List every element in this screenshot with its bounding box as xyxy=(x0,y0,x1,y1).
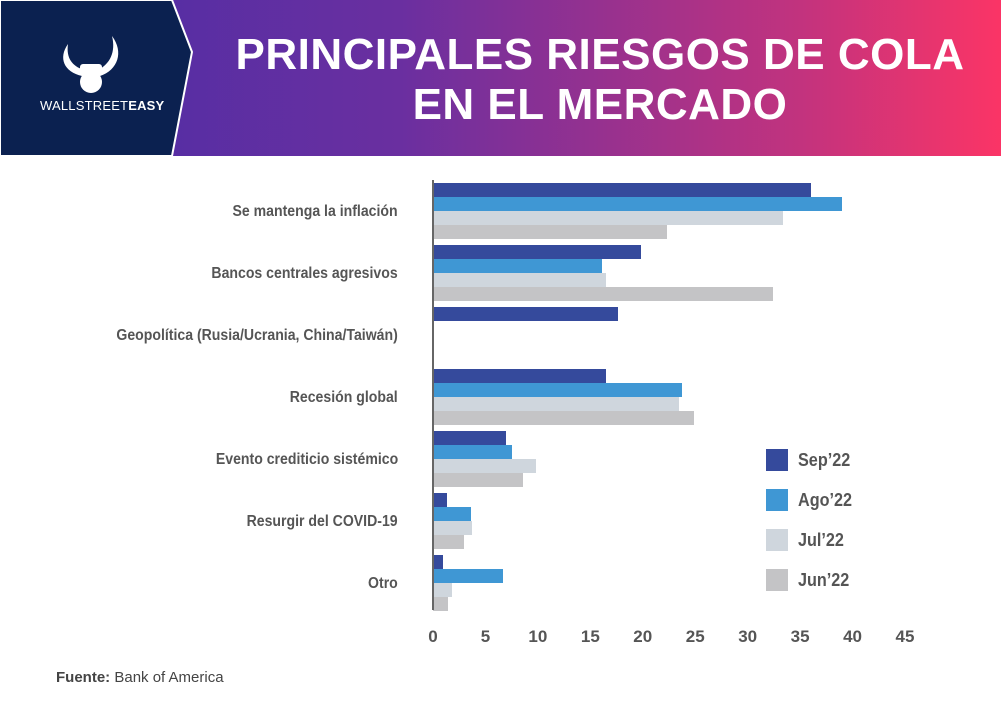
bar-0-6 xyxy=(433,555,444,569)
bar-2-6 xyxy=(433,583,452,597)
bar-2-5 xyxy=(433,521,472,535)
category-label: Geopolítica (Rusia/Ucrania, China/Taiwán… xyxy=(116,327,398,344)
bar-2-4 xyxy=(433,459,536,473)
bar-2-1 xyxy=(433,273,607,287)
bull-fist-logo-icon xyxy=(63,36,119,93)
legend-label: Sep’22 xyxy=(798,449,851,470)
x-tick-label: 35 xyxy=(790,627,810,646)
legend-label: Jul’22 xyxy=(798,529,844,550)
bar-1-5 xyxy=(433,507,471,521)
category-label: Bancos centrales agresivos xyxy=(211,265,398,282)
bar-3-6 xyxy=(433,597,448,611)
bar-3-0 xyxy=(433,225,667,239)
logo-text: WALLSTREETEASY xyxy=(40,98,165,113)
bar-2-0 xyxy=(433,211,784,225)
bar-3-3 xyxy=(433,411,695,425)
y-axis-line xyxy=(432,180,434,610)
legend-swatch xyxy=(766,489,788,511)
x-tick-label: 25 xyxy=(685,627,705,646)
legend-item: Jun’22 xyxy=(766,569,855,591)
logo-panel xyxy=(0,0,194,156)
category-label: Recesión global xyxy=(290,389,398,406)
bar-0-2 xyxy=(433,307,618,321)
category-label: Se mantenga la inflación xyxy=(232,203,398,220)
bar-0-0 xyxy=(433,183,811,197)
legend-label: Jun’22 xyxy=(798,569,850,590)
bar-3-5 xyxy=(433,535,465,549)
legend-item: Jul’22 xyxy=(766,529,849,551)
bar-0-5 xyxy=(433,493,447,507)
bar-1-1 xyxy=(433,259,602,273)
page-title: PRINCIPALES RIESGOS DE COLA EN EL MERCADO xyxy=(235,30,965,129)
x-tick-label: 0 xyxy=(428,627,438,646)
bar-1-6 xyxy=(433,569,504,583)
x-tick-label: 10 xyxy=(528,627,548,646)
header-banner: WALLSTREETEASY PRINCIPALES RIESGOS DE CO… xyxy=(0,0,1001,156)
bar-0-3 xyxy=(433,369,607,383)
category-label: Evento crediticio sistémico xyxy=(215,451,398,468)
x-tick-label: 5 xyxy=(480,627,491,646)
legend-swatch xyxy=(766,449,788,471)
x-tick-label: 15 xyxy=(580,627,600,646)
legend-swatch xyxy=(766,529,788,551)
x-tick-label: 40 xyxy=(843,627,863,646)
x-tick-label: 20 xyxy=(633,627,653,646)
legend-label: Ago’22 xyxy=(798,489,853,510)
bar-3-1 xyxy=(433,287,773,301)
legend-swatch xyxy=(766,569,788,591)
bar-3-4 xyxy=(433,473,524,487)
bar-0-1 xyxy=(433,245,641,259)
legend-item: Sep’22 xyxy=(766,449,856,471)
bar-1-0 xyxy=(433,197,843,211)
bar-0-4 xyxy=(433,431,507,445)
category-label: Resurgir del COVID-19 xyxy=(246,513,398,530)
bar-1-4 xyxy=(433,445,512,459)
x-tick-label: 30 xyxy=(738,627,758,646)
category-label: Otro xyxy=(368,575,398,592)
legend-item: Ago’22 xyxy=(766,489,858,511)
bar-1-3 xyxy=(433,383,682,397)
source-note: Fuente: Bank of America xyxy=(56,669,224,686)
x-tick-label: 45 xyxy=(895,627,915,646)
bar-2-3 xyxy=(433,397,680,411)
